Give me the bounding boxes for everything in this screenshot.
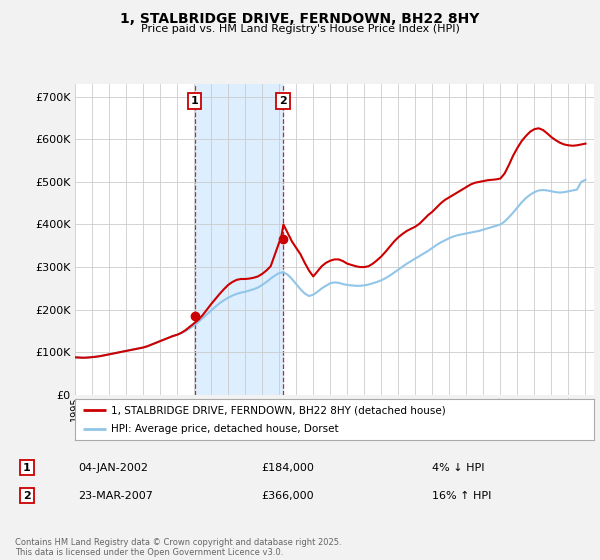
Text: 1: 1: [23, 463, 31, 473]
Text: 16% ↑ HPI: 16% ↑ HPI: [432, 491, 491, 501]
Text: £184,000: £184,000: [262, 463, 314, 473]
Text: 2: 2: [279, 96, 287, 106]
Text: 2: 2: [23, 491, 31, 501]
Text: Price paid vs. HM Land Registry's House Price Index (HPI): Price paid vs. HM Land Registry's House …: [140, 24, 460, 34]
Text: Contains HM Land Registry data © Crown copyright and database right 2025.
This d: Contains HM Land Registry data © Crown c…: [15, 538, 341, 557]
Text: 1, STALBRIDGE DRIVE, FERNDOWN, BH22 8HY (detached house): 1, STALBRIDGE DRIVE, FERNDOWN, BH22 8HY …: [112, 405, 446, 415]
Text: HPI: Average price, detached house, Dorset: HPI: Average price, detached house, Dors…: [112, 424, 339, 433]
Text: £366,000: £366,000: [262, 491, 314, 501]
Bar: [194, 84, 283, 395]
Text: 04-JAN-2002: 04-JAN-2002: [78, 463, 148, 473]
Text: 23-MAR-2007: 23-MAR-2007: [78, 491, 153, 501]
Text: 1, STALBRIDGE DRIVE, FERNDOWN, BH22 8HY: 1, STALBRIDGE DRIVE, FERNDOWN, BH22 8HY: [121, 12, 479, 26]
Text: 1: 1: [191, 96, 199, 106]
Text: 4% ↓ HPI: 4% ↓ HPI: [432, 463, 485, 473]
